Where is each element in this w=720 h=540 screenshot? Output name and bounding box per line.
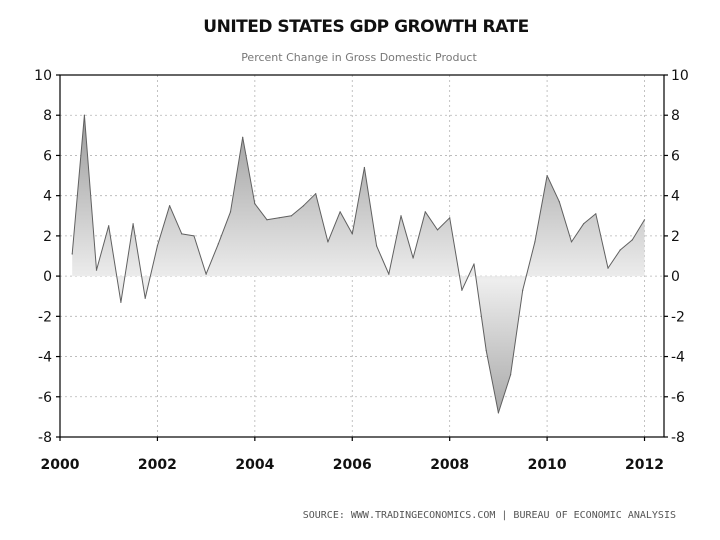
data-point — [631, 239, 633, 241]
data-point — [412, 257, 414, 259]
y-tick-label-left: 6 — [43, 148, 52, 164]
y-tick-label-right: 10 — [671, 68, 689, 84]
data-point — [595, 213, 597, 215]
axes — [59, 74, 665, 438]
x-tick-label: 2006 — [333, 457, 372, 473]
data-point — [485, 349, 487, 352]
y-tick-label-left: 0 — [43, 269, 52, 285]
x-tick-label: 2004 — [235, 457, 274, 473]
data-point — [400, 215, 402, 217]
data-point — [558, 201, 560, 203]
y-tick-label-left: -4 — [38, 350, 52, 366]
data-point — [169, 205, 171, 207]
data-point — [108, 225, 110, 227]
source-note: SOURCE: WWW.TRADINGECONOMICS.COM | BUREA… — [303, 510, 676, 521]
x-tick-label: 2012 — [625, 457, 664, 473]
data-point — [461, 289, 463, 291]
y-tick-label-right: -2 — [671, 309, 685, 325]
data-point — [156, 245, 158, 247]
x-tick-label: 2000 — [41, 457, 80, 473]
y-tick-label-left: -8 — [38, 430, 52, 446]
data-point — [534, 241, 536, 243]
data-point — [120, 301, 122, 303]
data-point — [583, 223, 585, 225]
data-point — [607, 267, 609, 269]
y-tick-label-left: 10 — [34, 68, 52, 84]
series-area-fill — [72, 115, 645, 413]
y-tick-label-right: 2 — [671, 229, 680, 245]
data-point — [315, 193, 317, 195]
data-point — [193, 235, 195, 237]
data-point — [132, 223, 134, 225]
series-area — [71, 114, 646, 414]
data-point — [388, 273, 390, 275]
data-point — [449, 217, 451, 219]
y-tick-label-left: -2 — [38, 309, 52, 325]
y-tick-label-left: 8 — [43, 108, 52, 124]
y-tick-label-right: 0 — [671, 269, 680, 285]
y-tick-label-right: -4 — [671, 350, 685, 366]
data-point — [436, 229, 439, 231]
data-point — [205, 273, 207, 275]
data-point — [510, 374, 512, 376]
data-point — [351, 233, 353, 235]
data-point — [278, 217, 280, 219]
data-point — [643, 219, 646, 221]
data-point — [363, 166, 365, 169]
plot-frame — [59, 74, 665, 438]
data-point — [302, 205, 305, 207]
data-point — [71, 253, 73, 255]
data-point — [144, 297, 146, 299]
y-tick-label-right: 6 — [671, 148, 680, 164]
data-point — [242, 136, 244, 138]
data-point — [424, 211, 426, 213]
data-point — [83, 114, 85, 116]
y-axis-right-ticks: 10 8 6 4 2 0 -2 -4 -6 -8 — [664, 68, 689, 446]
y-tick-label-right: -6 — [671, 390, 685, 406]
y-tick-label-right: 8 — [671, 108, 680, 124]
data-point — [229, 211, 232, 213]
data-point — [290, 215, 292, 217]
data-point — [327, 241, 329, 243]
y-tick-label-right: 4 — [671, 189, 680, 205]
data-point — [619, 249, 621, 251]
data-point — [339, 211, 341, 213]
y-tick-label-left: -6 — [38, 390, 52, 406]
y-tick-label-left: 2 — [43, 229, 52, 245]
data-point — [570, 241, 573, 243]
data-point — [376, 245, 378, 247]
data-point — [497, 412, 499, 414]
y-axis-left-ticks: 10 8 6 4 2 0 -2 -4 -6 -8 — [34, 68, 60, 446]
x-tick-label: 2010 — [528, 457, 567, 473]
data-point — [546, 175, 548, 177]
data-point — [217, 243, 219, 245]
chart-subtitle: Percent Change in Gross Domestic Product — [241, 51, 477, 64]
x-axis-ticks: 2000 2002 2004 2006 2008 2010 2012 — [41, 437, 664, 473]
y-tick-label-right: -8 — [671, 430, 685, 446]
data-point — [254, 203, 256, 205]
data-point — [266, 219, 268, 221]
data-point — [95, 269, 98, 271]
y-tick-label-left: 4 — [43, 189, 52, 205]
x-tick-label: 2008 — [430, 457, 469, 473]
data-point — [181, 233, 183, 235]
data-point — [522, 289, 524, 291]
x-tick-label: 2002 — [138, 457, 177, 473]
chart-title: UNITED STATES GDP GROWTH RATE — [203, 17, 528, 37]
data-point — [473, 263, 475, 265]
series-line — [71, 114, 645, 414]
